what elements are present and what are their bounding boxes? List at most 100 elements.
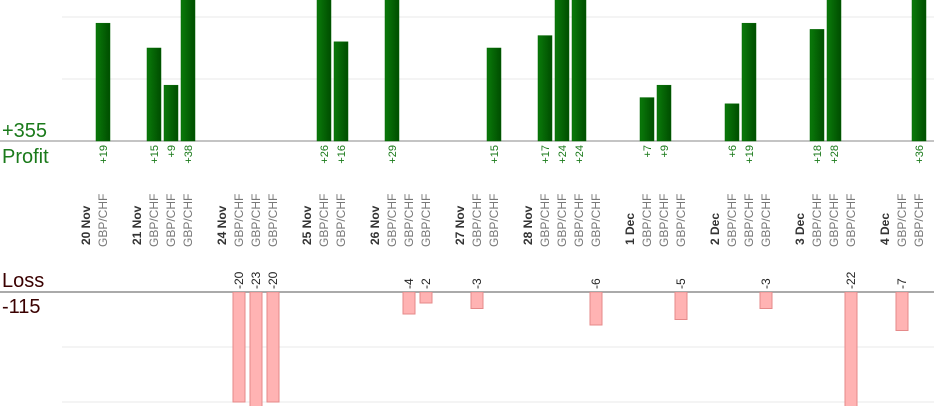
pair-label: GBP/CHF (487, 194, 501, 247)
loss-value-label: -3 (759, 278, 773, 289)
profit-bar (809, 29, 825, 142)
pair-label: GBP/CHF (538, 194, 552, 247)
date-label: 20 Nov (79, 205, 93, 245)
loss-bar (266, 292, 280, 403)
loss-value-label: -22 (844, 271, 858, 289)
date-label: 25 Nov (300, 205, 314, 245)
pair-label: GBP/CHF (402, 194, 416, 247)
loss-value-label: -20 (232, 271, 246, 289)
pair-label: GBP/CHF (589, 194, 603, 247)
profit-bar (826, 0, 842, 142)
profit-bar (163, 84, 179, 142)
pair-label: GBP/CHF (674, 194, 688, 247)
profit-value-label: +7 (642, 145, 654, 158)
pair-label: GBP/CHF (470, 194, 484, 247)
profit-value-label: +19 (744, 145, 756, 164)
pair-label: GBP/CHF (555, 194, 569, 247)
loss-bar (895, 292, 909, 331)
pair-label: GBP/CHF (181, 194, 195, 247)
profit-value-label: +6 (727, 145, 739, 158)
pair-label: GBP/CHF (844, 194, 858, 247)
profit-bar (537, 35, 553, 142)
pair-label: GBP/CHF (742, 194, 756, 247)
loss-bar (844, 292, 858, 406)
loss-value-label: -4 (402, 278, 416, 289)
loss-value-label: -3 (470, 278, 484, 289)
pair-label: GBP/CHF (759, 194, 773, 247)
profit-value-label: +9 (659, 145, 671, 158)
pair-label: GBP/CHF (640, 194, 654, 247)
pair-label: GBP/CHF (334, 194, 348, 247)
profit-value-label: +9 (166, 145, 178, 158)
profit-value-label: +18 (812, 145, 824, 164)
pair-label: GBP/CHF (810, 194, 824, 247)
profit-total: +355 (2, 120, 47, 142)
pair-label: GBP/CHF (385, 194, 399, 247)
date-label: 1 Dec (623, 213, 637, 245)
profit-value-label: +26 (319, 145, 331, 164)
loss-value-label: -5 (674, 278, 688, 289)
pair-label: GBP/CHF (147, 194, 161, 247)
pair-label: GBP/CHF (164, 194, 178, 247)
date-label: 24 Nov (215, 205, 229, 245)
pair-label: GBP/CHF (266, 194, 280, 247)
profit-value-label: +19 (98, 145, 110, 164)
profit-bar (554, 0, 570, 142)
profit-bar (724, 103, 740, 142)
profit-value-label: +29 (387, 145, 399, 164)
date-label: 27 Nov (453, 205, 467, 245)
pair-label: GBP/CHF (249, 194, 263, 247)
profit-label: Profit (2, 146, 49, 168)
profit-value-label: +38 (183, 145, 195, 164)
loss-total: -115 (2, 296, 41, 318)
loss-value-label: -2 (419, 278, 433, 289)
profit-bar (95, 22, 111, 142)
date-label: 28 Nov (521, 205, 535, 245)
loss-value-label: -23 (249, 271, 263, 289)
pair-label: GBP/CHF (657, 194, 671, 247)
profit-bar (384, 0, 400, 142)
profit-bar (316, 0, 332, 142)
pair-label: GBP/CHF (96, 194, 110, 247)
profit-value-label: +16 (336, 145, 348, 164)
profit-bar (180, 0, 196, 142)
loss-value-label: -20 (266, 271, 280, 289)
loss-bars (232, 292, 909, 406)
loss-bar (249, 292, 263, 406)
profit-bar (146, 47, 162, 142)
profit-bar (571, 0, 587, 142)
profit-bar (639, 97, 655, 142)
date-label: 4 Dec (878, 213, 892, 245)
profit-bar (911, 0, 927, 142)
profit-bar (656, 84, 672, 142)
date-label: 2 Dec (708, 213, 722, 245)
profit-value-label: +15 (489, 145, 501, 164)
profit-bar (486, 47, 502, 142)
loss-bar (674, 292, 688, 320)
loss-label: Loss (2, 270, 44, 292)
pair-label: GBP/CHF (912, 194, 926, 247)
pair-label: GBP/CHF (232, 194, 246, 247)
loss-value-label: -6 (589, 278, 603, 289)
loss-value-label: -7 (895, 278, 909, 289)
pair-label: GBP/CHF (827, 194, 841, 247)
date-label: 26 Nov (368, 205, 382, 245)
pair-label: GBP/CHF (725, 194, 739, 247)
pair-label: GBP/CHF (572, 194, 586, 247)
profit-value-label: +24 (557, 145, 569, 164)
loss-bar (232, 292, 246, 403)
profit-bar (333, 41, 349, 142)
loss-bar (589, 292, 603, 326)
loss-bar (759, 292, 773, 309)
date-label: 21 Nov (130, 205, 144, 245)
profit-bar (741, 22, 757, 142)
loss-bar (470, 292, 484, 309)
profit-value-label: +24 (574, 145, 586, 164)
profit-value-label: +17 (540, 145, 552, 164)
profit-value-label: +28 (829, 145, 841, 164)
pair-label: GBP/CHF (317, 194, 331, 247)
loss-bar (402, 292, 416, 315)
pair-label: GBP/CHF (895, 194, 909, 247)
pair-label: GBP/CHF (419, 194, 433, 247)
